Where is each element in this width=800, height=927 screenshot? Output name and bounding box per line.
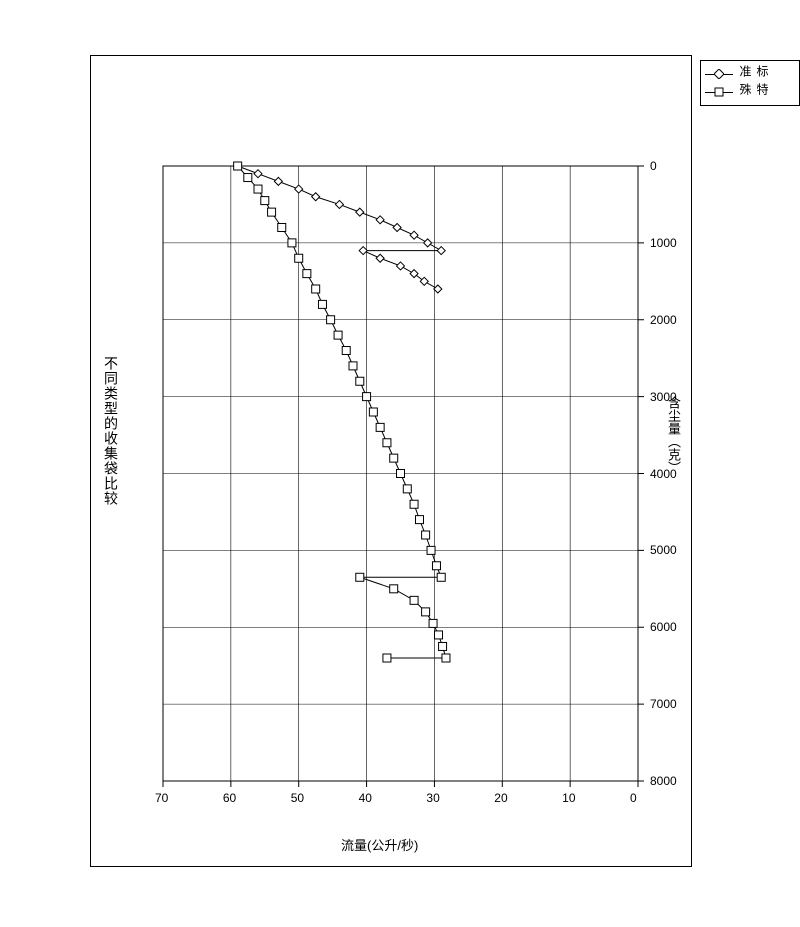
chart-container: 不同类型的收集袋比较 流量(公升/秒) 含尘量（克） 0 10 20 30 40 50 60… [90,55,692,867]
diamond-icon [705,69,733,79]
y-axis-label: 流量(公升/秒) [341,835,418,854]
legend-label: 特殊 [737,83,771,101]
x-tick-label: 7000 [650,697,677,711]
x-tick-label: 3000 [650,390,677,404]
legend-item-special: 特殊 [705,83,795,101]
legend-label: 标准 [737,65,771,83]
x-tick-label: 4000 [650,467,677,481]
plot-area [163,166,638,781]
y-tick-label: 60 [223,791,236,805]
x-tick-label: 6000 [650,620,677,634]
y-tick-label: 70 [155,791,168,805]
x-tick-label: 2000 [650,313,677,327]
legend-item-standard: 标准 [705,65,795,83]
y-tick-label: 10 [562,791,575,805]
x-tick-label: 1000 [650,236,677,250]
y-tick-label: 40 [359,791,372,805]
chart-title: 不同类型的收集袋比较 [101,356,121,506]
x-tick-label: 5000 [650,543,677,557]
square-icon [705,87,733,97]
x-tick-label: 8000 [650,774,677,788]
y-tick-label: 0 [630,791,637,805]
page: 不同类型的收集袋比较 流量(公升/秒) 含尘量（克） 0 10 20 30 40 50 60… [0,0,800,927]
legend: 标准 特殊 [700,60,800,106]
y-tick-label: 20 [494,791,507,805]
x-tick-label: 0 [650,159,657,173]
x-axis-label: 含尘量（克） [664,396,683,474]
y-tick-label: 50 [291,791,304,805]
y-tick-label: 30 [426,791,439,805]
